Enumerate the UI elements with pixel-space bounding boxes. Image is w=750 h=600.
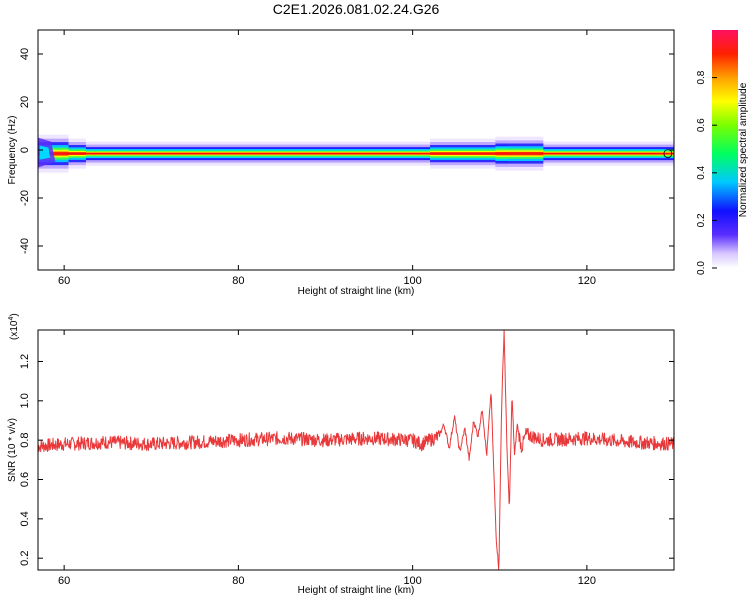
spec-xtick-label-2: 100 — [403, 275, 421, 287]
figure-title: C2E1.2026.081.02.24.G26 — [273, 1, 440, 17]
snr-ylabel: SNR (10 * v/v) — [7, 418, 18, 482]
snr-ticks: 60 80 100 120 0.2 0.4 0.6 0.8 1.0 1.2 — [19, 330, 674, 587]
snr-ytick-label-0: 0.2 — [19, 551, 31, 566]
snr-xtick-label-3: 120 — [578, 575, 596, 587]
cb-tick-label-2: 0.4 — [696, 165, 707, 179]
snr-series-line — [38, 330, 674, 570]
spec-ytick-label-0: 40 — [19, 48, 31, 60]
spec-ytick-label-4: -40 — [19, 238, 31, 254]
snr-ytick-label-5: 1.2 — [19, 354, 31, 369]
ridge-end-marker — [663, 149, 673, 159]
cb-tick-label-1: 0.2 — [696, 213, 707, 227]
snr-xlabel: Height of straight line (km) — [298, 585, 415, 596]
spectrogram-ylabel: Frequency (Hz) — [7, 116, 18, 185]
spec-ytick-label-3: -20 — [19, 190, 31, 206]
snr-xtick-label-1: 80 — [232, 575, 244, 587]
spec-ytick-label-1: 20 — [19, 96, 31, 108]
spectrogram-panel: 60 80 100 120 40 20 0 -20 -40 Height of straight… — [7, 29, 675, 297]
cb-tick-label-4: 0.8 — [696, 70, 707, 84]
spec-xtick-label-0: 60 — [58, 275, 70, 287]
snr-scale-label: (x104) — [8, 313, 20, 340]
colorbar-ticks: 0.0 0.2 0.4 0.6 0.8 — [696, 70, 717, 275]
ridge-start-core — [39, 145, 51, 160]
spectrogram-ticks: 60 80 100 120 40 20 0 -20 -40 — [19, 30, 674, 287]
spectrogram-xlabel: Height of straight line (km) — [298, 286, 415, 297]
cb-tick-label-3: 0.6 — [696, 118, 707, 132]
colorbar-label: Normalized spectral amplitude — [738, 82, 749, 217]
snr-ytick-label-4: 1.0 — [19, 393, 31, 408]
snr-xtick-label-2: 100 — [403, 575, 421, 587]
snr-ytick-label-3: 0.8 — [19, 433, 31, 448]
spec-ytick-label-2: 0 — [19, 147, 31, 153]
spec-xtick-label-3: 120 — [578, 275, 596, 287]
snr-panel: 60 80 100 120 0.2 0.4 0.6 0.8 1.0 1.2 Height of s… — [7, 313, 675, 596]
colorbar: 0.0 0.2 0.4 0.6 0.8 Normalized spectral ampl… — [696, 30, 749, 275]
spec-xtick-label-1: 80 — [232, 275, 244, 287]
spectral-ridge — [38, 134, 674, 173]
snr-ytick-label-1: 0.4 — [19, 511, 31, 526]
cb-tick-label-0: 0.0 — [696, 261, 707, 275]
snr-xtick-label-0: 60 — [58, 575, 70, 587]
colorbar-gradient — [712, 30, 738, 268]
snr-ytick-label-2: 0.6 — [19, 472, 31, 487]
snr-frame — [37, 329, 675, 571]
